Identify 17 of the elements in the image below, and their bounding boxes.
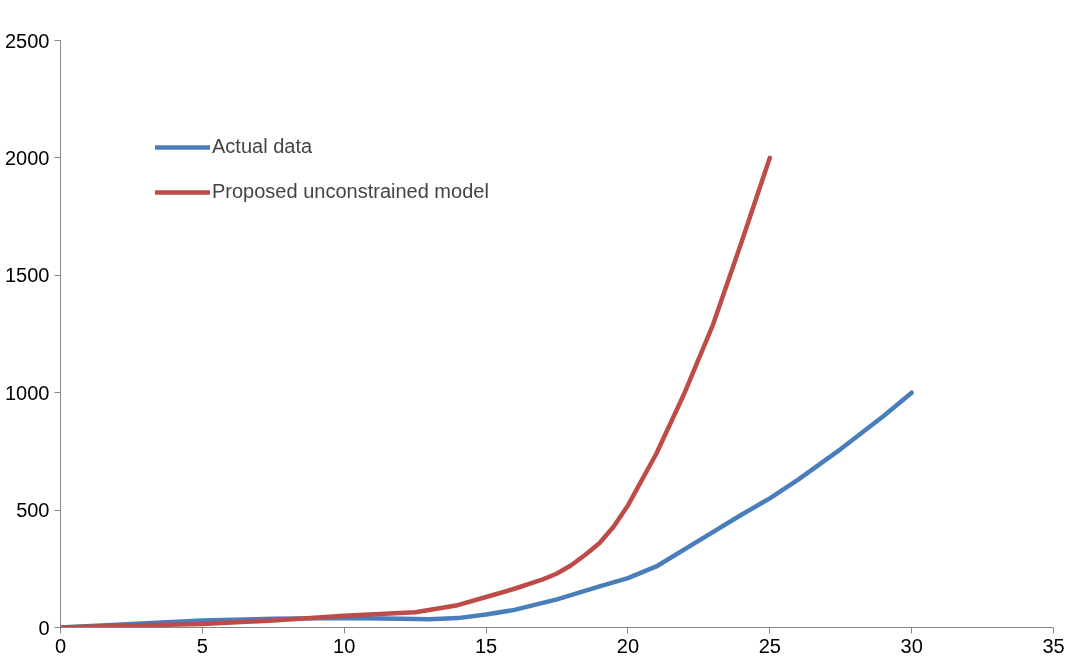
x-tick-label: 30 xyxy=(900,634,923,657)
legend-label: Actual data xyxy=(212,135,313,158)
y-tick-label: 2500 xyxy=(5,29,50,52)
y-tick-label: 500 xyxy=(16,499,50,522)
x-tick-label: 20 xyxy=(616,634,640,657)
x-tick-label: 5 xyxy=(196,634,208,657)
legend-label: Proposed unconstrained model xyxy=(212,180,489,203)
x-tick-label: 0 xyxy=(54,634,67,657)
y-tick-label: 0 xyxy=(38,616,50,639)
y-tick-label: 1000 xyxy=(5,381,50,404)
line-series xyxy=(60,155,773,628)
y-tick-label: 1500 xyxy=(5,264,50,287)
x-tick-label: 25 xyxy=(758,634,781,657)
x-tick-label: 15 xyxy=(474,634,498,657)
x-tick-label: 35 xyxy=(1042,634,1065,657)
y-tick-label: 2000 xyxy=(5,146,50,169)
x-tick-label: 10 xyxy=(333,634,356,657)
